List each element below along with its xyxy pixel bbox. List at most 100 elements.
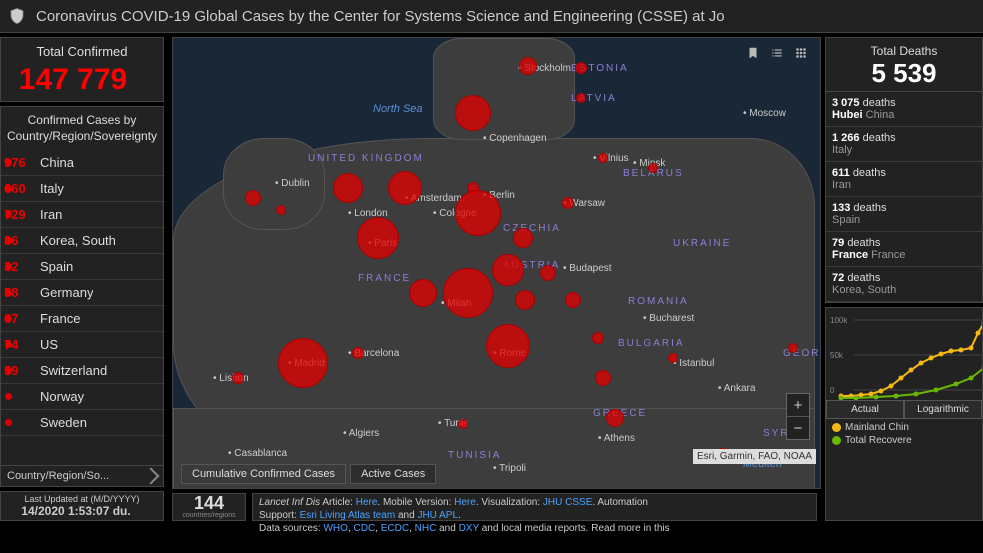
list-item[interactable]: 67France bbox=[1, 306, 163, 332]
countries-count-panel: 144 countries/regions bbox=[172, 493, 246, 521]
city-label: • Athens bbox=[598, 433, 635, 444]
case-bubble[interactable] bbox=[388, 171, 422, 205]
map-attribution: Esri, Garmin, FAO, NOAA bbox=[693, 449, 816, 464]
confirmed-cases-heading: Confirmed Cases by Country/Region/Sovere… bbox=[1, 107, 163, 150]
zoom-in-button[interactable]: + bbox=[787, 394, 809, 417]
list-item[interactable]: 74US bbox=[1, 332, 163, 358]
city-label: • Casablanca bbox=[228, 448, 287, 459]
jhu-csse-link[interactable]: JHU CSSE bbox=[543, 497, 592, 508]
city-label: • Bucharest bbox=[643, 313, 694, 324]
country-label: UKRAINE bbox=[673, 238, 731, 249]
chevron-right-icon bbox=[143, 468, 160, 485]
ecdc-link[interactable]: ECDC bbox=[381, 523, 409, 534]
map-tab[interactable]: Cumulative Confirmed Cases bbox=[181, 464, 346, 484]
case-bubble[interactable] bbox=[486, 324, 530, 368]
list-item[interactable]: 32Spain bbox=[1, 254, 163, 280]
legend-item: Total Recovere bbox=[832, 435, 912, 446]
case-bubble[interactable] bbox=[278, 338, 328, 388]
mobile-link[interactable]: Here bbox=[454, 497, 476, 508]
case-bubble[interactable] bbox=[562, 197, 574, 209]
city-label: • Dublin bbox=[275, 178, 310, 189]
case-bubble[interactable] bbox=[232, 372, 244, 384]
case-bubble[interactable] bbox=[458, 419, 468, 429]
list-icon[interactable] bbox=[770, 46, 784, 60]
case-bubble[interactable] bbox=[513, 228, 533, 248]
map-controls bbox=[746, 46, 808, 60]
country-label: ROMANIA bbox=[628, 296, 689, 307]
case-bubble[interactable] bbox=[245, 190, 261, 206]
list-item[interactable]: 59Switzerland bbox=[1, 358, 163, 384]
dxy-link[interactable]: DXY bbox=[459, 523, 479, 534]
total-deaths-value: 5 539 bbox=[826, 58, 982, 89]
case-bubble[interactable] bbox=[565, 292, 581, 308]
list-item[interactable]: 3 075 deathsHubei China bbox=[826, 92, 982, 127]
country-label: TUNISIA bbox=[448, 450, 501, 461]
case-bubble[interactable] bbox=[648, 163, 658, 173]
city-label: • Ankara bbox=[718, 383, 755, 394]
list-item[interactable]: 72 deathsKorea, South bbox=[826, 267, 982, 302]
dot-icon bbox=[5, 419, 12, 426]
list-item[interactable]: Sweden bbox=[1, 410, 163, 436]
case-bubble[interactable] bbox=[455, 190, 501, 236]
country-label: UNITED KINGDOM bbox=[308, 153, 424, 164]
cdc-link[interactable]: CDC bbox=[354, 523, 376, 534]
city-label: • Budapest bbox=[563, 263, 612, 274]
case-bubble[interactable] bbox=[515, 290, 535, 310]
list-item[interactable]: 729Iran bbox=[1, 202, 163, 228]
city-label: • Copenhagen bbox=[483, 133, 547, 144]
deaths-list: 3 075 deathsHubei China1 266 deathsItaly… bbox=[825, 92, 983, 303]
list-item[interactable]: 133 deathsSpain bbox=[826, 197, 982, 232]
sort-dropdown[interactable]: Country/Region/So... bbox=[1, 465, 163, 486]
case-bubble[interactable] bbox=[352, 347, 364, 359]
case-bubble[interactable] bbox=[595, 370, 611, 386]
case-bubble[interactable] bbox=[333, 173, 363, 203]
shield-icon bbox=[8, 6, 26, 26]
chart-tab-actual[interactable]: Actual bbox=[826, 400, 904, 419]
list-item[interactable]: 976China bbox=[1, 150, 163, 176]
svg-text:100k: 100k bbox=[830, 316, 848, 325]
total-deaths-panel: Total Deaths 5 539 bbox=[825, 37, 983, 92]
nhc-link[interactable]: NHC bbox=[415, 523, 437, 534]
last-updated-panel: Last Updated at (M/D/YYYY) 14/2020 1:53:… bbox=[0, 491, 164, 521]
case-bubble[interactable] bbox=[409, 279, 437, 307]
case-bubble[interactable] bbox=[668, 353, 678, 363]
case-bubble[interactable] bbox=[540, 265, 556, 281]
list-item[interactable]: 611 deathsIran bbox=[826, 162, 982, 197]
map[interactable]: North SeaMediterrUNITED KINGDOMFRANCEEST… bbox=[172, 37, 821, 489]
case-bubble[interactable] bbox=[598, 153, 608, 163]
page-title: Coronavirus COVID-19 Global Cases by the… bbox=[36, 8, 725, 25]
list-item[interactable]: 86Korea, South bbox=[1, 228, 163, 254]
lancet-link[interactable]: Here bbox=[356, 497, 378, 508]
who-link[interactable]: WHO bbox=[323, 523, 347, 534]
city-label: • Tripoli bbox=[493, 463, 526, 474]
city-label: • Istanbul bbox=[673, 358, 714, 369]
map-tab[interactable]: Active Cases bbox=[350, 464, 436, 484]
list-item[interactable]: 1 266 deathsItaly bbox=[826, 127, 982, 162]
jhuapl-link[interactable]: JHU APL bbox=[417, 510, 458, 521]
country-label: BULGARIA bbox=[618, 338, 685, 349]
case-bubble[interactable] bbox=[606, 409, 624, 427]
case-bubble[interactable] bbox=[592, 332, 604, 344]
case-bubble[interactable] bbox=[443, 268, 493, 318]
list-item[interactable]: 58Germany bbox=[1, 280, 163, 306]
case-bubble[interactable] bbox=[575, 62, 587, 74]
case-bubble[interactable] bbox=[276, 205, 286, 215]
list-item[interactable]: Norway bbox=[1, 384, 163, 410]
esri-link[interactable]: Esri Living Atlas team bbox=[300, 510, 396, 521]
city-label: • Moscow bbox=[743, 108, 786, 119]
case-bubble[interactable] bbox=[519, 57, 537, 75]
case-bubble[interactable] bbox=[788, 343, 798, 353]
grid-icon[interactable] bbox=[794, 46, 808, 60]
case-bubble[interactable] bbox=[492, 254, 524, 286]
zoom-control: + − bbox=[786, 393, 810, 440]
case-bubble[interactable] bbox=[576, 93, 586, 103]
bookmark-icon[interactable] bbox=[746, 46, 760, 60]
info-panel: Lancet Inf Dis Article: Here. Mobile Ver… bbox=[252, 493, 817, 521]
list-item[interactable]: 660Italy bbox=[1, 176, 163, 202]
chart-tab-log[interactable]: Logarithmic bbox=[904, 400, 982, 419]
header: Coronavirus COVID-19 Global Cases by the… bbox=[0, 0, 983, 33]
zoom-out-button[interactable]: − bbox=[787, 417, 809, 439]
list-item[interactable]: 79 deathsFrance France bbox=[826, 232, 982, 267]
case-bubble[interactable] bbox=[357, 217, 399, 259]
case-bubble[interactable] bbox=[455, 95, 491, 131]
